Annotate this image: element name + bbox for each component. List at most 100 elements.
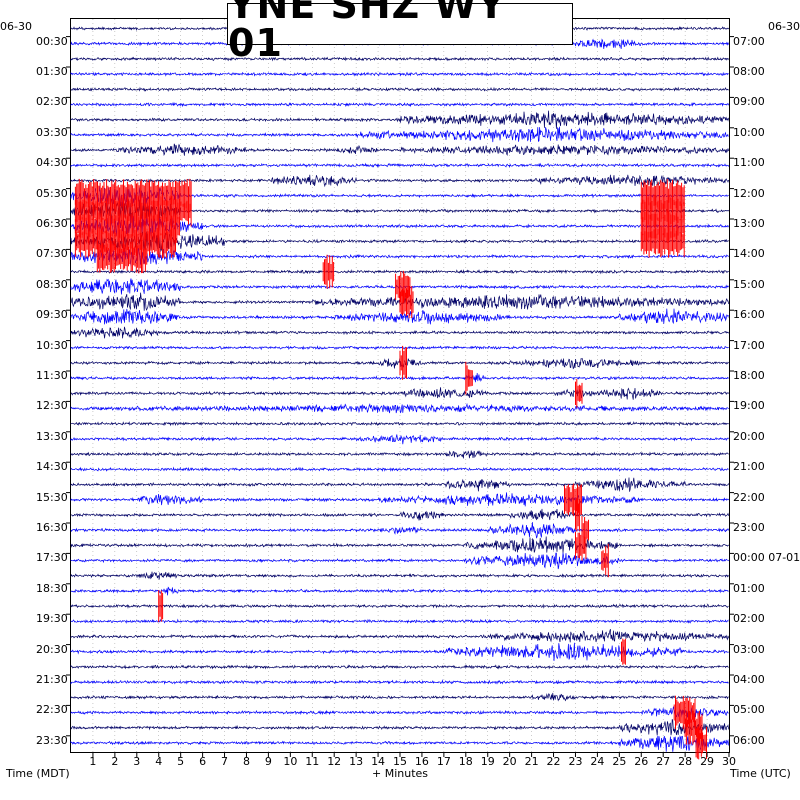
seismic-trace-row [70,466,729,472]
plot-title: YNE SHZ WY 01 [228,0,506,65]
x-tick-label: 1 [89,755,97,768]
seismic-trace-row [70,345,729,351]
right-tick-label: 23:00 [733,520,765,534]
seismic-trace-row [70,434,729,445]
right-tick-label: 21:00 [733,460,765,474]
x-tick-label: 29 [700,755,715,768]
left-tick-label: 02:30 [36,95,68,109]
x-tick-label: 8 [242,755,250,768]
x-tick-label: 17 [436,755,451,768]
x-tick-label: 25 [612,755,627,768]
seismic-trace-row [70,718,729,736]
x-tick-label: 15 [393,755,407,768]
x-tick-label: 30 [722,755,736,768]
seismic-trace-row [70,450,729,459]
right-tick-label: 14:00 [733,247,765,261]
axis-ticks [66,36,734,757]
left-tick-label: 09:30 [36,308,68,322]
seismic-trace-row [70,552,729,570]
seismic-trace-row [70,387,729,400]
seismic-trace-row [70,508,729,521]
left-tick-label: 14:30 [36,460,68,474]
left-axis-label: Time (MDT) [6,767,70,780]
x-tick-label: 3 [133,755,141,768]
right-tick-label: 18:00 [733,368,765,382]
clipped-signal [575,529,587,561]
seismic-trace-row [70,126,729,143]
seismic-trace-row [70,101,729,108]
left-tick-label: 19:30 [36,612,68,626]
seismic-trace-row [70,571,729,580]
left-tick-label: 03:30 [36,125,68,139]
x-tick-label: 2 [111,755,119,768]
seismic-trace-row [70,735,729,752]
seismic-trace-row [70,420,729,427]
seismic-trace-row [70,186,729,209]
clipped-signal [564,483,582,516]
left-tick-label: 15:30 [36,490,68,504]
seismic-trace-row [70,628,729,643]
clipped-signal [399,286,414,319]
x-tick-label: 27 [656,755,671,768]
right-tick-label: 00:00 07-01 [733,551,800,565]
right-tick-label: 19:00 [733,399,765,413]
right-tick-label: 15:00 [733,277,765,291]
plot-title-box: YNE SHZ WY 01 [227,0,573,62]
seismic-trace-row [70,679,729,685]
seismic-traces [70,23,729,760]
seismic-trace-row [70,692,729,702]
right-tick-label: 01:00 [733,581,765,595]
x-tick-label: 7 [221,755,229,768]
left-tick-label: 21:30 [36,672,68,686]
x-tick-label: 21 [524,755,539,768]
clipped-signal [695,726,707,760]
seismic-trace-row [70,492,729,507]
left-tick-label: 07:30 [36,247,68,261]
right-tick-label: 03:00 [733,642,765,656]
x-tick-label: 23 [568,755,583,768]
clipped-signal [640,224,685,258]
x-tick-label: 14 [371,755,386,768]
left-tick-label: 23:30 [36,733,68,747]
x-tick-label: 12 [327,755,342,768]
right-tick-label: 16:00 [733,308,765,322]
clipped-signal [621,638,626,665]
x-tick-label: 9 [264,755,272,768]
x-tick-label: 26 [634,755,649,768]
clipped-signal [158,590,164,623]
x-tick-label: 13 [349,755,364,768]
seismic-trace-row [70,603,729,609]
clipped-signal [601,543,609,578]
seismic-trace-row [70,664,729,670]
x-axis-label: + Minutes [372,767,429,780]
x-tick-label: 10 [283,755,298,768]
seismic-trace-row [70,56,729,62]
left-tick-label: 20:30 [36,642,68,656]
left-tick-label: 08:30 [36,277,68,291]
x-tick-label: 18 [458,755,473,768]
seismic-trace-row [70,110,729,129]
right-tick-label: 06:00 [733,733,765,747]
right-tick-label: 13:00 [733,216,765,230]
right-tick-label: 11:00 [733,156,765,170]
seismic-trace-row [70,522,729,539]
clipped-signal [684,710,703,745]
right-tick-label: 17:00 [733,338,765,352]
left-tick-label: 10:30 [36,338,68,352]
right-tick-label: 09:00 [733,95,765,109]
seismic-trace-row [70,231,729,253]
seismic-trace-row [70,174,729,188]
clipped-signal [465,361,473,395]
left-tick-label: 01:30 [36,64,68,78]
right-tick-label: 07:00 [733,34,765,48]
seismic-trace-row [70,326,729,339]
right-axis-label: Time (UTC) [730,767,791,780]
x-tick-label: 11 [305,755,320,768]
right-tick-label: 22:00 [733,490,765,504]
left-tick-label: 11:30 [36,368,68,382]
seismic-trace-row [70,642,729,662]
seismic-trace-row [70,402,729,414]
right-tick-label: 08:00 [733,64,765,78]
x-tick-label: 5 [177,755,185,768]
left-tick-label: 12:30 [36,399,68,413]
